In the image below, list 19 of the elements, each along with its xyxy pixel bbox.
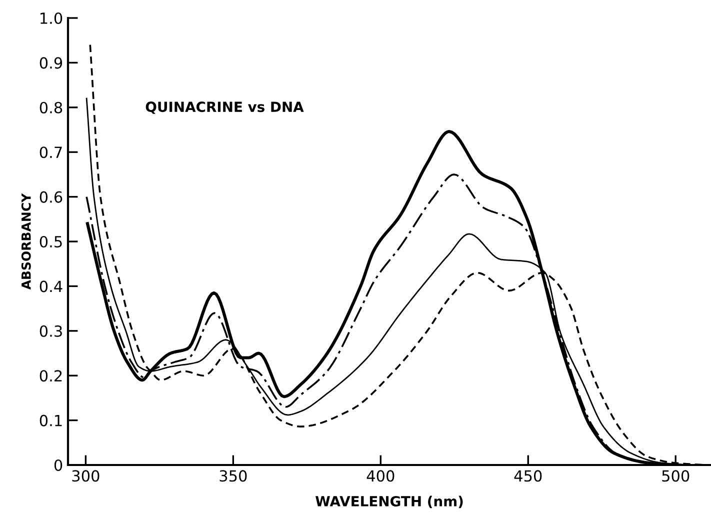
x-tick-label: 300 <box>72 470 100 482</box>
y-tick-label: 0.9 <box>40 57 62 69</box>
annotation: QUINACRINE vs DNA <box>146 102 304 114</box>
y-tick-label: 0.5 <box>40 236 62 248</box>
y-tick-label: 0.7 <box>40 146 62 158</box>
x-tick-label: 450 <box>514 470 542 482</box>
x-tick-label: 400 <box>366 470 394 482</box>
y-tick-label: 1.0 <box>40 12 62 24</box>
y-tick-label: 0 <box>54 459 62 472</box>
x-axis-title: WAVELENGTH (nm) <box>315 496 463 508</box>
y-tick-label: 0.8 <box>40 102 62 114</box>
y-tick-label: 0.6 <box>40 191 62 203</box>
x-tick-label: 350 <box>220 470 247 482</box>
y-axis-title: ABSORBANCY <box>21 193 31 290</box>
y-tick-label: 0.2 <box>40 370 62 382</box>
y-tick-label: 0.4 <box>40 280 62 292</box>
y-tick-label: 0.1 <box>40 414 62 426</box>
x-tick-label: 500 <box>662 470 690 482</box>
y-tick-label: 0.3 <box>40 325 62 337</box>
